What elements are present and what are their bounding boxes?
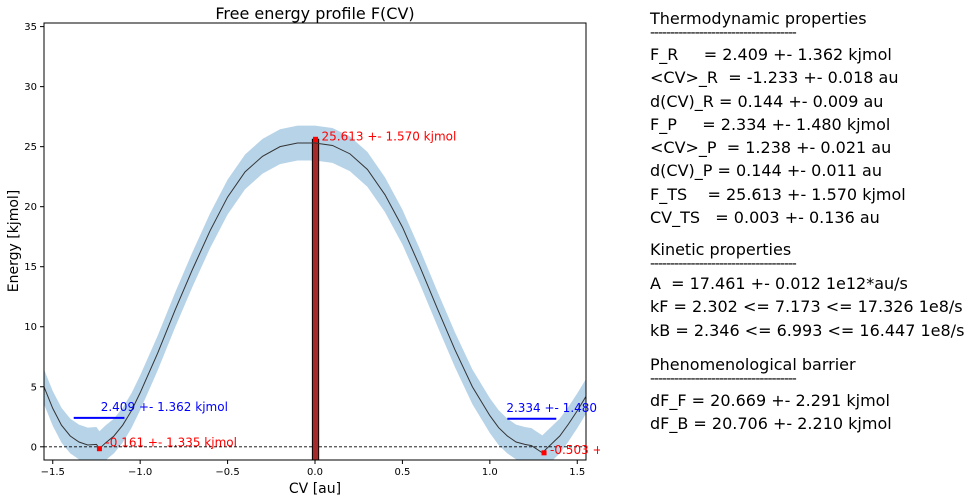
y-tick-label: 15 (24, 262, 37, 273)
point-value-label: -0.161 +- 1.335 kjmol (105, 436, 237, 450)
minimum-point-marker (313, 136, 319, 142)
kinetic-row: A = 17.461 +- 0.012 1e12*au/s (650, 274, 908, 293)
barrier-rows: dF_F = 20.669 +- 2.291 kjmol dF_B = 20.70… (650, 389, 892, 436)
basin-level-label: 2.409 +- 1.362 kjmol (101, 400, 228, 414)
marks-layer (44, 136, 586, 460)
kinetic-rows: A = 17.461 +- 0.012 1e12*au/s kF = 2.302 … (650, 272, 964, 342)
chart-title: Free energy profile F(CV) (215, 4, 414, 23)
kinetic-divider: ------------------------------------ (650, 259, 797, 269)
thermodynamic-row: F_R = 2.409 +- 1.362 kjmol (650, 45, 892, 64)
x-tick-label: 1.5 (569, 467, 585, 478)
x-tick-label: 0.0 (307, 467, 323, 478)
barrier-title: Phenomenological barrier (650, 355, 856, 374)
thermodynamic-row: <CV>_R = -1.233 +- 0.018 au (650, 68, 899, 88)
y-axis-label: Energy [kjmol] (6, 190, 22, 292)
x-tick-label: 1.0 (482, 467, 498, 478)
free-energy-chart: −1.5 −1.0 −0.5 0.0 0.5 1.0 1.5 0 5 10 15 20 25 30 35 F… (6, 4, 600, 497)
y-tick-label: 0 (31, 442, 37, 453)
barrier-section: Phenomenological barrier ---------------… (650, 355, 863, 384)
y-tick-label: 25 (24, 142, 37, 153)
minimum-point-marker (96, 446, 102, 452)
thermodynamic-row: F_P = 2.334 +- 1.480 kjmol (650, 114, 891, 134)
y-tick-label: 35 (24, 22, 37, 33)
barrier-divider: ------------------------------------ (650, 374, 797, 384)
thermodynamic-row: d(CV)_R = 0.144 +- 0.009 au (650, 91, 884, 111)
y-tick-label: 10 (24, 322, 37, 333)
barrier-row: dF_F = 20.669 +- 2.291 kjmol (650, 391, 890, 410)
thermodynamic-title: Thermodynamic properties (650, 9, 867, 28)
barrier-row: dF_B = 20.706 +- 2.210 kjmol (650, 414, 892, 434)
thermodynamic-row: F_TS = 25.613 +- 1.570 kjmol (650, 184, 906, 204)
y-tick-label: 30 (24, 82, 37, 93)
minimum-point-marker (541, 450, 547, 456)
point-value-label: 25.613 +- 1.570 kjmol (322, 129, 457, 143)
kinetic-section: Kinetic properties ---------------------… (650, 240, 863, 269)
point-value-label: -0.503 +- 1.498 kjmol (550, 443, 600, 457)
kinetic-row: kF = 2.302 <= 7.173 <= 17.326 1e8/s (650, 297, 963, 317)
transition-state-bar (311, 138, 320, 460)
x-tick-label: 0.5 (394, 467, 410, 478)
thermodynamic-rows: F_R = 2.409 +- 1.362 kjmol <CV>_R = -1.23… (650, 43, 906, 229)
kinetic-title: Kinetic properties (650, 240, 792, 259)
kinetic-row: kB = 2.346 <= 6.993 <= 16.447 1e8/s (650, 320, 965, 340)
y-tick-label: 5 (31, 382, 37, 393)
x-tick-label: −1.0 (128, 467, 152, 478)
x-tick-label: −0.5 (215, 467, 239, 478)
thermodynamic-row: CV_TS = 0.003 +- 0.136 au (650, 208, 880, 228)
thermodynamic-section: Thermodynamic properties ---------------… (650, 9, 867, 38)
thermodynamic-row: d(CV)_P = 0.144 +- 0.011 au (650, 161, 882, 181)
x-axis-label: CV [au] (289, 481, 341, 497)
thermodynamic-divider: ------------------------------------ (650, 28, 797, 38)
axes-layer: −1.5 −1.0 −0.5 0.0 0.5 1.0 1.5 0 5 10 15 20 25 30 35 (24, 22, 585, 478)
x-tick-label: −1.5 (41, 467, 65, 478)
thermodynamic-row: <CV>_P = 1.238 +- 0.021 au (650, 138, 892, 158)
basin-level-label: 2.334 +- 1.480 kjmol (506, 401, 600, 415)
y-tick-label: 20 (24, 202, 37, 213)
